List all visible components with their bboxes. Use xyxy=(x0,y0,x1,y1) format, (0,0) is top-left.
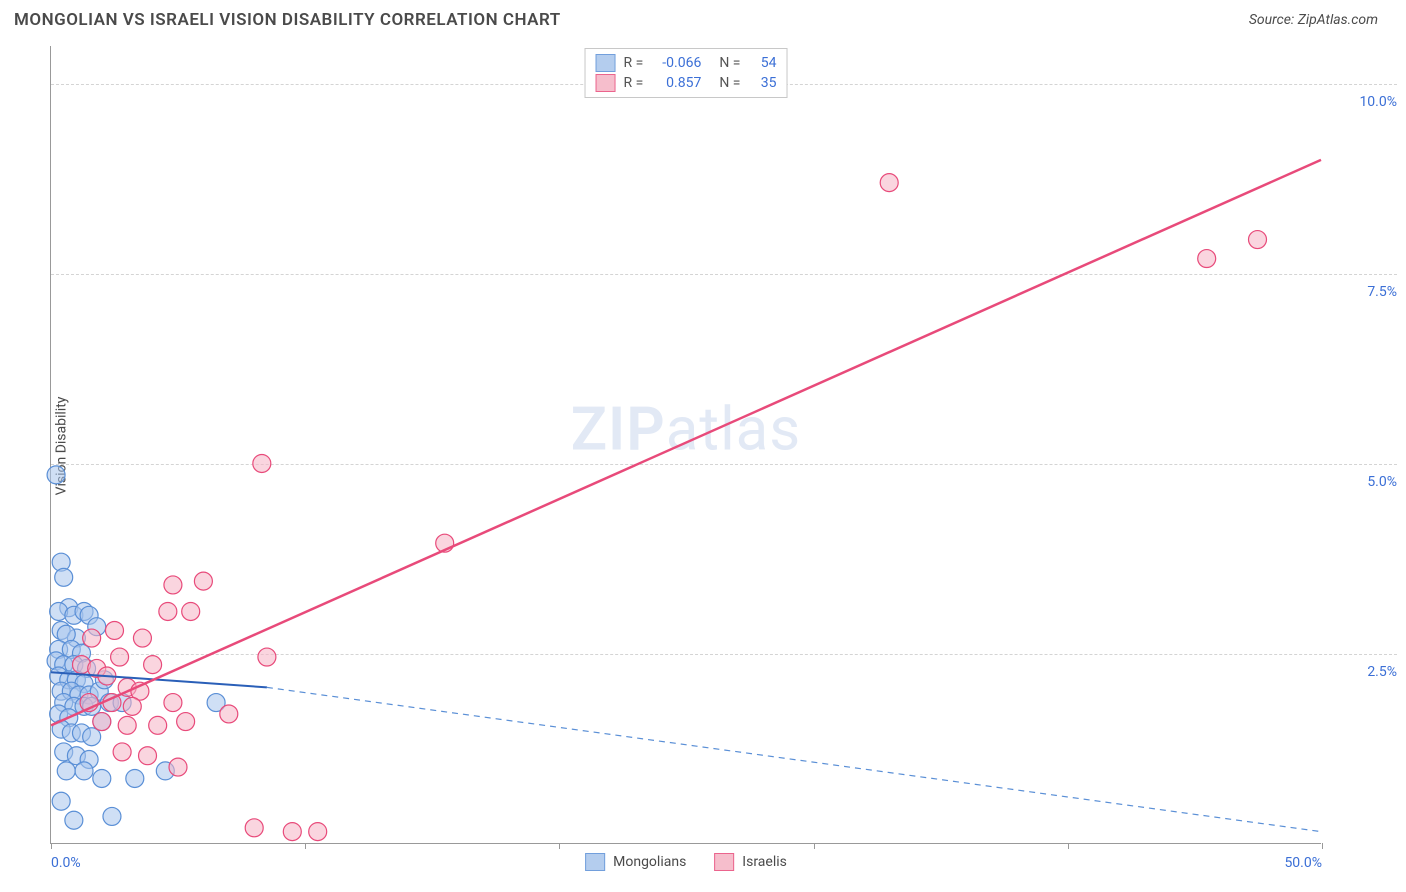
legend-item: Israelis xyxy=(714,853,787,871)
source-label: Source: ZipAtlas.com xyxy=(1249,12,1378,28)
scatter-point xyxy=(245,819,263,837)
scatter-point xyxy=(164,694,182,712)
scatter-point xyxy=(880,174,898,192)
scatter-point xyxy=(47,466,65,484)
legend-label: Israelis xyxy=(742,854,787,870)
legend-r-label: R = xyxy=(624,55,644,71)
chart-header: MONGOLIAN VS ISRAELI VISION DISABILITY C… xyxy=(0,0,1406,36)
y-tick-label: 2.5% xyxy=(1327,664,1397,680)
x-tick-label: 50.0% xyxy=(1284,855,1322,871)
legend-n-label: N = xyxy=(719,75,740,91)
scatter-point xyxy=(111,648,129,666)
scatter-point xyxy=(182,603,200,621)
legend-swatch xyxy=(596,74,616,92)
scatter-point xyxy=(93,769,111,787)
scatter-point xyxy=(113,743,131,761)
correlation-legend: R = -0.066 N = 54 R = 0.857 N = 35 xyxy=(585,48,788,98)
legend-r-value: 0.857 xyxy=(651,75,701,91)
legend-n-value: 35 xyxy=(748,75,776,91)
x-tick xyxy=(1068,843,1069,849)
trend-line xyxy=(51,160,1321,725)
scatter-point xyxy=(133,629,151,647)
legend-n-label: N = xyxy=(719,55,740,71)
y-tick-label: 7.5% xyxy=(1327,284,1397,300)
scatter-point xyxy=(55,568,73,586)
x-tick xyxy=(51,843,52,849)
scatter-point xyxy=(159,603,177,621)
scatter-point xyxy=(220,705,238,723)
scatter-point xyxy=(65,811,83,829)
series-legend: Mongolians Israelis xyxy=(585,853,787,871)
chart-title: MONGOLIAN VS ISRAELI VISION DISABILITY C… xyxy=(14,10,561,30)
scatter-point xyxy=(1249,231,1267,249)
x-tick xyxy=(1322,843,1323,849)
legend-swatch xyxy=(714,853,734,871)
x-tick xyxy=(814,843,815,849)
scatter-point xyxy=(106,621,124,639)
legend-item: Mongolians xyxy=(585,853,686,871)
scatter-point xyxy=(126,769,144,787)
scatter-point xyxy=(177,713,195,731)
y-tick-label: 5.0% xyxy=(1327,474,1397,490)
scatter-point xyxy=(57,762,75,780)
legend-stat-row: R = -0.066 N = 54 xyxy=(596,53,777,73)
scatter-point xyxy=(93,713,111,731)
legend-r-value: -0.066 xyxy=(651,55,701,71)
scatter-point xyxy=(258,648,276,666)
scatter-point xyxy=(309,823,327,841)
scatter-point xyxy=(149,716,167,734)
x-tick xyxy=(559,843,560,849)
scatter-plot-svg xyxy=(51,46,1321,843)
scatter-point xyxy=(83,728,101,746)
scatter-point xyxy=(83,629,101,647)
scatter-point xyxy=(194,572,212,590)
legend-swatch xyxy=(585,853,605,871)
scatter-point xyxy=(253,454,271,472)
scatter-point xyxy=(118,716,136,734)
trend-line-extrapolated xyxy=(267,687,1321,831)
scatter-point xyxy=(144,656,162,674)
scatter-point xyxy=(123,697,141,715)
legend-n-value: 54 xyxy=(748,55,776,71)
legend-swatch xyxy=(596,54,616,72)
legend-stat-row: R = 0.857 N = 35 xyxy=(596,73,777,93)
legend-r-label: R = xyxy=(624,75,644,91)
x-tick-label: 0.0% xyxy=(51,855,81,871)
scatter-point xyxy=(139,747,157,765)
scatter-point xyxy=(75,762,93,780)
scatter-point xyxy=(164,576,182,594)
x-tick xyxy=(305,843,306,849)
chart-plot-area: ZIPatlas 2.5%5.0%7.5%10.0%0.0%50.0% R =-… xyxy=(50,46,1321,844)
scatter-point xyxy=(283,823,301,841)
scatter-point xyxy=(52,792,70,810)
scatter-point xyxy=(103,807,121,825)
scatter-point xyxy=(169,758,187,776)
y-tick-label: 10.0% xyxy=(1327,94,1397,110)
legend-label: Mongolians xyxy=(613,854,686,870)
scatter-point xyxy=(1198,250,1216,268)
